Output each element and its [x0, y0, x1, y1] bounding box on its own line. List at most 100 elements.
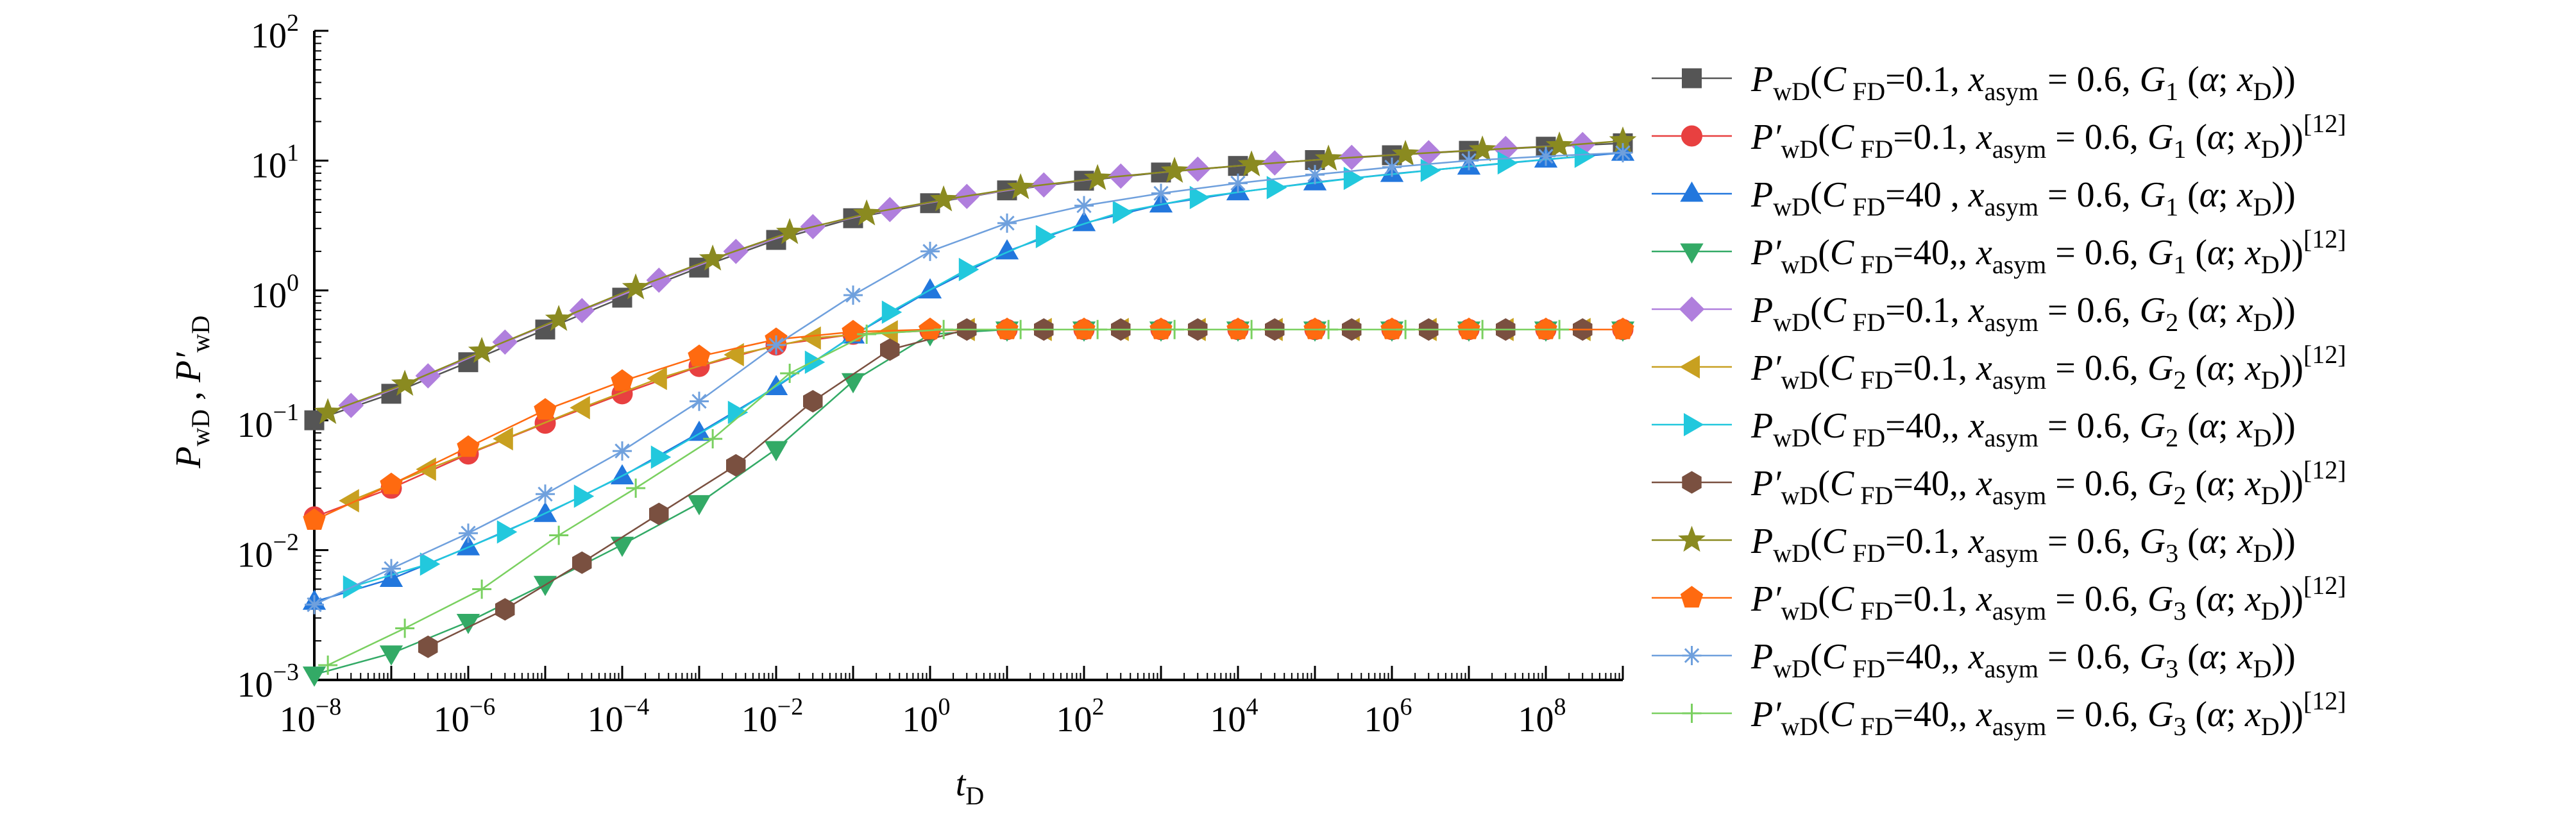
- x-tick-base: 10: [902, 700, 938, 740]
- data-point-marker: [379, 645, 403, 666]
- legend-c-sub: FD: [1846, 77, 1885, 106]
- data-point-marker: [1228, 173, 1248, 193]
- legend-paren: (: [2178, 406, 2199, 446]
- legend-xd-sub: D: [2253, 192, 2272, 221]
- legend-semicolon: ;: [2226, 695, 2245, 734]
- series-line: [350, 155, 1583, 588]
- x-tick-exp: 6: [1400, 693, 1412, 720]
- series-line: [327, 140, 1623, 414]
- y-tick-exp: −1: [273, 399, 299, 426]
- marker-stroke: [461, 525, 476, 541]
- x-tick-base: 10: [1364, 700, 1400, 740]
- x-tick-base: 10: [588, 700, 623, 740]
- data-point-marker: [468, 337, 496, 363]
- marker-stroke: [1230, 175, 1246, 191]
- data-point-marker: [533, 502, 557, 522]
- legend-semicolon: ;: [2226, 348, 2245, 388]
- data-point-marker: [726, 454, 746, 477]
- legend-x: x: [1976, 464, 1992, 504]
- legend-paren: (: [1818, 117, 1830, 157]
- data-point-marker: [1473, 319, 1493, 339]
- data-point-marker: [1682, 646, 1702, 665]
- legend-paren: (: [2178, 175, 2199, 215]
- legend-paren: (: [2186, 233, 2207, 273]
- x-tick-base: 10: [280, 700, 316, 740]
- legend-x-sub: asym: [1992, 250, 2046, 279]
- data-point-marker: [1380, 318, 1403, 339]
- legend-c: C: [1822, 291, 1847, 330]
- data-point-marker: [646, 267, 672, 293]
- y-tick-exp: −2: [273, 529, 299, 556]
- data-point-marker: [881, 300, 902, 324]
- legend-xd-sub: D: [2261, 712, 2280, 741]
- legend-semicolon: ;: [2218, 521, 2237, 561]
- data-point-marker: [1396, 319, 1416, 339]
- legend-xd: x: [2244, 233, 2261, 273]
- legend-g-sub: 2: [2173, 366, 2186, 394]
- data-point-marker: [767, 335, 786, 355]
- legend-alpha: α: [2207, 117, 2227, 157]
- series-12: [318, 319, 1570, 675]
- legend-xd: x: [2244, 695, 2261, 734]
- legend-paren: (: [1818, 233, 1830, 273]
- legend-close: )): [2280, 233, 2303, 273]
- legend-label: PwD(C FD=40,, xasym = 0.6, G2 (α; xD)): [1750, 406, 2296, 452]
- y-tick-base: 10: [237, 665, 273, 705]
- legend-p-sub: wD: [1773, 423, 1810, 452]
- legend-xasym-value: = 0.6,: [2038, 406, 2140, 446]
- legend-g: G: [2148, 464, 2173, 504]
- data-point-marker: [1680, 181, 1704, 202]
- data-point-marker: [1305, 165, 1325, 185]
- legend-g: G: [2140, 637, 2165, 677]
- marker-stroke: [1461, 153, 1477, 169]
- legend-entry: P′wD(C FD=40,, xasym = 0.6, G1 (α; xD))[…: [1652, 225, 2346, 279]
- legend-g: G: [2148, 233, 2173, 273]
- data-point-marker: [801, 326, 821, 350]
- legend-xd-sub: D: [2253, 308, 2272, 337]
- legend-entry: P′wD(C FD=0.1, xasym = 0.6, G3 (α; xD))[…: [1652, 571, 2346, 625]
- legend-xasym-value: = 0.6,: [2038, 637, 2140, 677]
- data-point-marker: [1006, 173, 1035, 199]
- legend-alpha: α: [2199, 291, 2219, 330]
- legend-p-sub: wD: [1781, 250, 1818, 279]
- legend-paren: (: [2186, 464, 2207, 504]
- legend-cfd-value: =0.1,: [1893, 117, 1976, 157]
- legend-c-sub: FD: [1854, 135, 1893, 164]
- legend-p: P: [1750, 291, 1773, 330]
- legend-label: P′wD(C FD=0.1, xasym = 0.6, G2 (α; xD))[…: [1750, 340, 2346, 394]
- data-point-marker: [1035, 225, 1056, 248]
- x-tick-exp: 4: [1246, 693, 1258, 720]
- legend-x: x: [1976, 695, 1992, 734]
- legend-entry: P′wD(C FD=40,, xasym = 0.6, G3 (α; xD))[…: [1652, 686, 2346, 741]
- data-point-marker: [1343, 166, 1364, 191]
- legend-xd: x: [2237, 637, 2253, 677]
- legend-p: P: [1750, 637, 1773, 677]
- legend-c-sub: FD: [1846, 423, 1885, 452]
- y-tick-label: 10−2: [237, 529, 299, 575]
- data-point-marker: [472, 579, 492, 599]
- data-point-marker: [1682, 471, 1702, 494]
- data-point-marker: [1303, 318, 1326, 339]
- legend-p-sub: wD: [1781, 366, 1818, 394]
- legend-cfd-value: =40,,: [1893, 233, 1976, 273]
- legend-label: P′wD(C FD=0.1, xasym = 0.6, G1 (α; xD))[…: [1750, 109, 2346, 164]
- legend-reference: [12]: [2303, 455, 2346, 484]
- data-point-marker: [1242, 319, 1262, 339]
- legend-xasym-value: = 0.6,: [2046, 464, 2148, 504]
- data-point-marker: [920, 241, 940, 261]
- legend-c: C: [1822, 60, 1847, 99]
- legend-c: C: [1822, 406, 1847, 446]
- axis-labels: tD PwD , P′wD: [169, 316, 984, 810]
- legend-p-sub: wD: [1773, 654, 1810, 683]
- legend-label: PwD(C FD=40,, xasym = 0.6, G3 (α; xD)): [1750, 637, 2296, 683]
- data-point-marker: [1072, 318, 1096, 339]
- marker-stroke: [691, 393, 707, 409]
- marker-stroke: [384, 561, 399, 577]
- legend-xd: x: [2237, 60, 2253, 99]
- legend-xd: x: [2244, 348, 2261, 388]
- legend-paren: (: [1818, 695, 1830, 734]
- legend-xd-sub: D: [2253, 77, 2272, 106]
- legend-paren: (: [1810, 637, 1822, 677]
- legend-xd: x: [2237, 521, 2253, 561]
- legend-xasym-value: = 0.6,: [2046, 117, 2148, 157]
